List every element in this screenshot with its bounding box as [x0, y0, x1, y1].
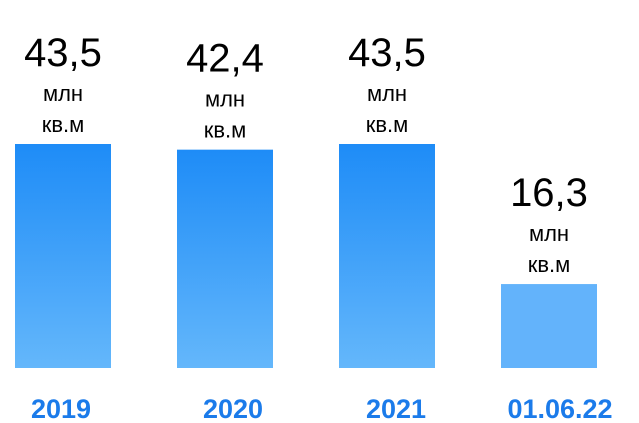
- unit-label-mln: млн: [367, 81, 407, 106]
- category-label: 2020: [203, 394, 263, 423]
- unit-label-sqm: кв.м: [42, 112, 85, 137]
- value-label: 43,5: [348, 31, 426, 75]
- unit-label-sqm: кв.м: [204, 118, 247, 143]
- bars-group: [15, 144, 597, 368]
- unit-label-sqm: кв.м: [528, 252, 571, 277]
- bar-2019: [15, 144, 111, 368]
- bar-2021: [339, 144, 435, 368]
- category-label: 01.06.22: [507, 394, 612, 423]
- unit-label-sqm: кв.м: [366, 112, 409, 137]
- value-label: 43,5: [24, 31, 102, 75]
- category-label: 2021: [366, 394, 426, 423]
- category-label: 2019: [31, 394, 91, 423]
- unit-label-mln: млн: [43, 81, 83, 106]
- value-label: 42,4: [186, 37, 264, 81]
- unit-label-mln: млн: [529, 221, 569, 246]
- value-label: 16,3: [510, 171, 588, 215]
- unit-label-mln: млн: [205, 87, 245, 112]
- bar-2020: [177, 149, 273, 368]
- bar-01.06.22: [501, 284, 597, 368]
- labels-group: 43,5 млн кв.м 2019 42,4 млн кв.м 2020 43,5 млн кв.…: [24, 31, 612, 423]
